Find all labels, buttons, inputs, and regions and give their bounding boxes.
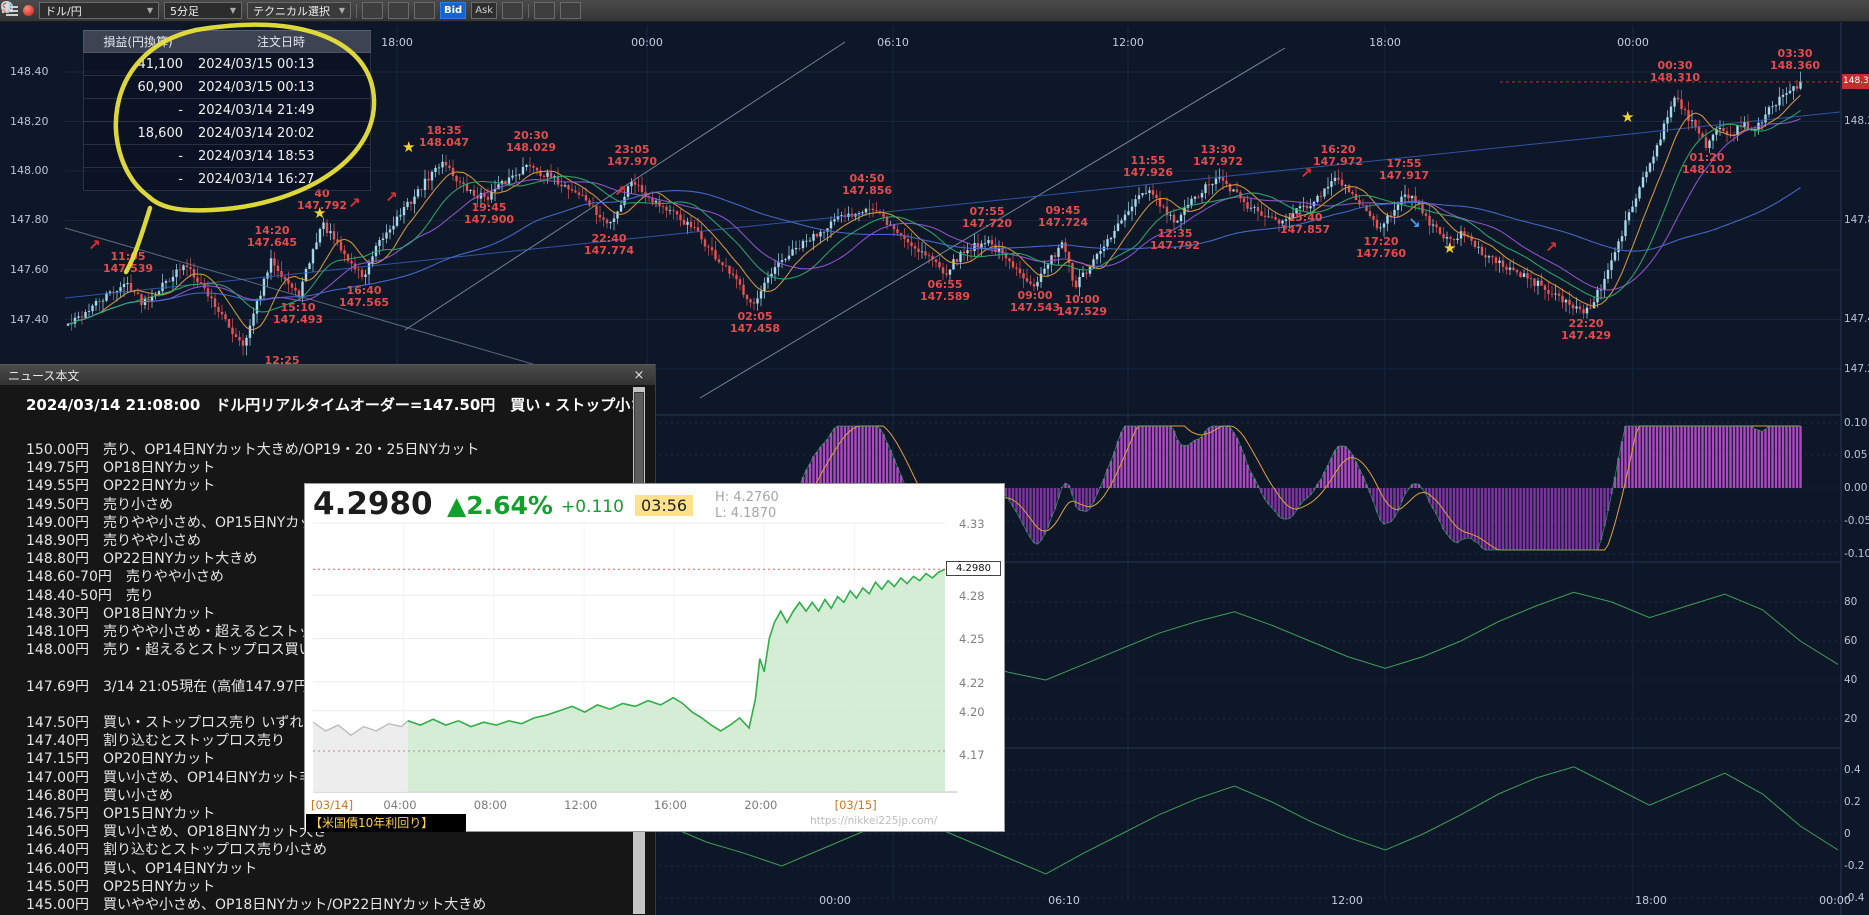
- yield-area-chart: [305, 484, 1005, 832]
- yield-time-label: [03/15]: [835, 798, 877, 812]
- zoom-in-icon: [0, 0, 14, 14]
- close-icon[interactable]: ×: [631, 368, 647, 383]
- current-price-badge: 148.360: [1842, 74, 1869, 89]
- chevron-down-icon: ▼: [339, 6, 345, 15]
- us10y-yield-window: 4.2980 ▲2.64% +0.110 03:56 H: 4.2760 L: …: [304, 483, 1005, 832]
- chart-settings-button[interactable]: [502, 2, 523, 19]
- news-line: 146.00円 買い、OP14日NYカット: [26, 860, 626, 878]
- table-row[interactable]: -2024/03/14 18:53: [83, 145, 371, 168]
- yield-time-label: 12:00: [564, 798, 597, 812]
- news-line: 150.00円 売り、OP14日NYカット大きめ/OP19・20・25日NYカッ…: [26, 441, 626, 459]
- technical-select[interactable]: テクニカル選択 ▼: [247, 2, 351, 19]
- order-datetime-cell: 2024/03/14 18:53: [192, 149, 370, 164]
- table-row[interactable]: 41,1002024/03/15 00:13: [83, 53, 371, 76]
- table-row[interactable]: -2024/03/14 16:27: [83, 168, 371, 191]
- paint-button[interactable]: [414, 2, 435, 19]
- news-titlebar[interactable]: ニュース本文 ×: [0, 365, 655, 385]
- yield-time-label: 16:00: [654, 798, 687, 812]
- yield-axis-label: 4.20: [959, 705, 985, 719]
- table-row[interactable]: 18,6002024/03/14 20:02: [83, 122, 371, 145]
- info-button[interactable]: [388, 2, 409, 19]
- chevron-down-icon: ▼: [230, 6, 236, 15]
- yield-time-label: 08:00: [474, 798, 507, 812]
- chevron-down-icon: ▼: [147, 6, 153, 15]
- news-line: 146.40円 割り込むとストップロス売り小さめ: [26, 841, 626, 859]
- news-title-label: ニュース本文: [8, 367, 79, 384]
- yield-axis-label: 4.28: [959, 589, 985, 603]
- ask-label: Ask: [475, 5, 493, 16]
- timeframe-value: 5分足: [170, 3, 199, 19]
- profit-cell: 60,900: [84, 80, 192, 95]
- table-row[interactable]: -2024/03/14 21:49: [83, 99, 371, 122]
- news-line: 145.50円 OP25日NYカット: [26, 878, 626, 896]
- yield-price-tag: 4.2980: [946, 561, 1001, 576]
- scrollbar-thumb[interactable]: [634, 392, 644, 490]
- toolbar: ドル/円 ▼ 5分足 ▼ テクニカル選択 ▼ Bid Ask: [0, 0, 1869, 22]
- news-line: 145.00円 買いやや小さめ、OP18日NYカット/OP22日NYカット大きめ: [26, 896, 626, 914]
- timeframe-select[interactable]: 5分足 ▼: [164, 2, 242, 19]
- technical-label: テクニカル選択: [253, 3, 330, 19]
- profit-cell: -: [84, 103, 192, 118]
- yield-axis-label: 4.17: [959, 748, 985, 762]
- profit-cell: 41,100: [84, 57, 192, 72]
- draw-pencil-button[interactable]: [362, 2, 383, 19]
- column-header: 損益(円換算): [84, 33, 192, 50]
- zoom-in-button[interactable]: [560, 2, 581, 19]
- order-datetime-cell: 2024/03/15 00:13: [192, 57, 370, 72]
- yield-area-gray: [313, 721, 408, 792]
- column-header: 注文日時: [192, 33, 370, 50]
- order-datetime-cell: 2024/03/14 16:27: [192, 172, 370, 187]
- yield-axis-label: 4.25: [959, 632, 985, 646]
- yield-axis-label: 4.22: [959, 676, 985, 690]
- profit-cell: 18,600: [84, 126, 192, 141]
- trend-line: [405, 42, 845, 330]
- profit-cell: -: [84, 149, 192, 164]
- order-datetime-cell: 2024/03/14 21:49: [192, 103, 370, 118]
- zoom-out-button[interactable]: [534, 2, 555, 19]
- yield-caption: 【米国債10年利回り】: [306, 814, 466, 832]
- table-header-row: 損益(円換算)注文日時: [83, 30, 371, 53]
- order-datetime-cell: 2024/03/14 20:02: [192, 126, 370, 141]
- yield-axis-label: 4.33: [959, 517, 985, 531]
- trend-line: [700, 48, 1285, 398]
- currency-pair-select[interactable]: ドル/円 ▼: [39, 2, 159, 19]
- app-logo-icon: [23, 5, 34, 16]
- bid-label: Bid: [444, 5, 462, 16]
- news-line: 149.75円 OP18日NYカット: [26, 459, 626, 477]
- yield-area-green: [408, 569, 945, 792]
- table-row[interactable]: 60,9002024/03/15 00:13: [83, 76, 371, 99]
- yield-time-label: 04:00: [383, 798, 416, 812]
- bid-button[interactable]: Bid: [440, 2, 466, 19]
- profit-cell: -: [84, 172, 192, 187]
- order-datetime-cell: 2024/03/15 00:13: [192, 80, 370, 95]
- news-headline: 2024/03/14 21:08:00 ドル円リアルタイムオーダー=147.50…: [26, 394, 641, 415]
- yield-time-label: [03/14]: [311, 798, 353, 812]
- yield-time-label: 20:00: [744, 798, 777, 812]
- currency-pair-value: ドル/円: [45, 3, 82, 19]
- order-history-table[interactable]: 損益(円換算)注文日時41,1002024/03/15 00:1360,9002…: [83, 30, 371, 191]
- trading-app: { "toolbar":{"pair":"ドル/円","timeframe":"…: [0, 0, 1869, 915]
- watermark: https://nikkei225jp.com/: [810, 815, 937, 827]
- ask-button[interactable]: Ask: [471, 2, 497, 19]
